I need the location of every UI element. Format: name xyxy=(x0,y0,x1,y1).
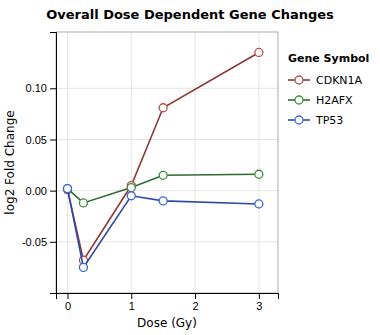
data-point xyxy=(63,185,71,193)
x-tick-label: 2 xyxy=(193,300,199,312)
grid-line-y xyxy=(56,190,278,191)
x-tick-mark xyxy=(131,293,132,299)
grid-line-y xyxy=(56,88,278,89)
series-line xyxy=(67,52,258,260)
grid-line-y xyxy=(56,139,278,140)
y-tick: 0.10 xyxy=(26,82,56,94)
y-tick-label: -0.05 xyxy=(22,236,47,248)
x-tick: 3 xyxy=(256,293,262,312)
legend-item: TP53 xyxy=(288,114,343,127)
x-tick-mark xyxy=(259,293,260,299)
data-point xyxy=(255,170,263,178)
y-tick: 0.00 xyxy=(26,185,56,197)
y-tick-label: 0.05 xyxy=(26,133,47,145)
legend-item: H2AFX xyxy=(288,94,353,107)
plot-frame xyxy=(56,32,278,293)
chart-container: 0 1 2 3 -0.05 0.00 0.05 0.10 Overall Dose Depend… xyxy=(0,0,380,335)
legend-item: CDKN1A xyxy=(288,74,363,87)
chart-svg: 0 1 2 3 -0.05 0.00 0.05 0.10 Overall Dose Depend… xyxy=(0,0,380,335)
y-tick-mark xyxy=(50,242,56,243)
legend-label: TP53 xyxy=(315,114,343,127)
data-point xyxy=(79,199,87,207)
data-point xyxy=(255,200,263,208)
data-point xyxy=(255,48,263,56)
x-tick: 1 xyxy=(129,293,135,312)
x-tick: 0 xyxy=(65,293,71,312)
y-tick-mark xyxy=(50,191,56,192)
x-tick: 2 xyxy=(193,293,199,312)
grid-line-y xyxy=(56,241,278,242)
x-axis: 0 1 2 3 xyxy=(57,293,279,312)
marks xyxy=(63,48,262,271)
grid xyxy=(56,32,278,293)
data-point xyxy=(79,263,87,271)
y-tick-mark xyxy=(50,88,56,89)
x-tick-mark xyxy=(67,293,68,299)
y-tick-label: 0.00 xyxy=(26,185,47,197)
y-tick: -0.05 xyxy=(22,236,56,248)
legend-label: H2AFX xyxy=(316,94,353,107)
y-axis-title: log2 Fold Change xyxy=(3,110,17,214)
legend: Gene Symbol CDKN1A H2AFX TP53 xyxy=(288,52,369,127)
x-tick-mark xyxy=(195,293,196,299)
y-tick-label: 0.10 xyxy=(26,82,47,94)
y-axis: -0.05 0.00 0.05 0.10 xyxy=(22,33,57,294)
legend-label: CDKN1A xyxy=(316,74,363,87)
x-axis-title: Dose (Gy) xyxy=(137,316,197,330)
data-point xyxy=(63,185,71,193)
grid-line-x xyxy=(67,32,68,293)
x-tick-label: 0 xyxy=(65,300,71,312)
grid-line-x xyxy=(258,32,259,293)
grid-line-x xyxy=(131,32,132,293)
legend-marker xyxy=(295,116,303,124)
x-axis-line xyxy=(57,294,279,300)
x-tick-label: 1 xyxy=(129,300,135,312)
plot-area: 0 1 2 3 -0.05 0.00 0.05 0.10 xyxy=(22,32,279,312)
series-line xyxy=(67,189,258,268)
data-point xyxy=(159,104,167,112)
data-point xyxy=(127,184,135,192)
data-point xyxy=(159,171,167,179)
y-tick: 0.05 xyxy=(26,133,56,145)
chart-title: Overall Dose Dependent Gene Changes xyxy=(46,7,334,22)
x-tick-label: 3 xyxy=(256,300,262,312)
legend-title: Gene Symbol xyxy=(288,52,369,65)
legend-marker xyxy=(295,76,303,84)
y-axis-line xyxy=(50,33,57,294)
data-point xyxy=(159,197,167,205)
grid-line-x xyxy=(195,32,196,293)
data-point xyxy=(127,192,135,200)
y-tick-mark xyxy=(50,139,56,140)
legend-marker xyxy=(295,96,303,104)
